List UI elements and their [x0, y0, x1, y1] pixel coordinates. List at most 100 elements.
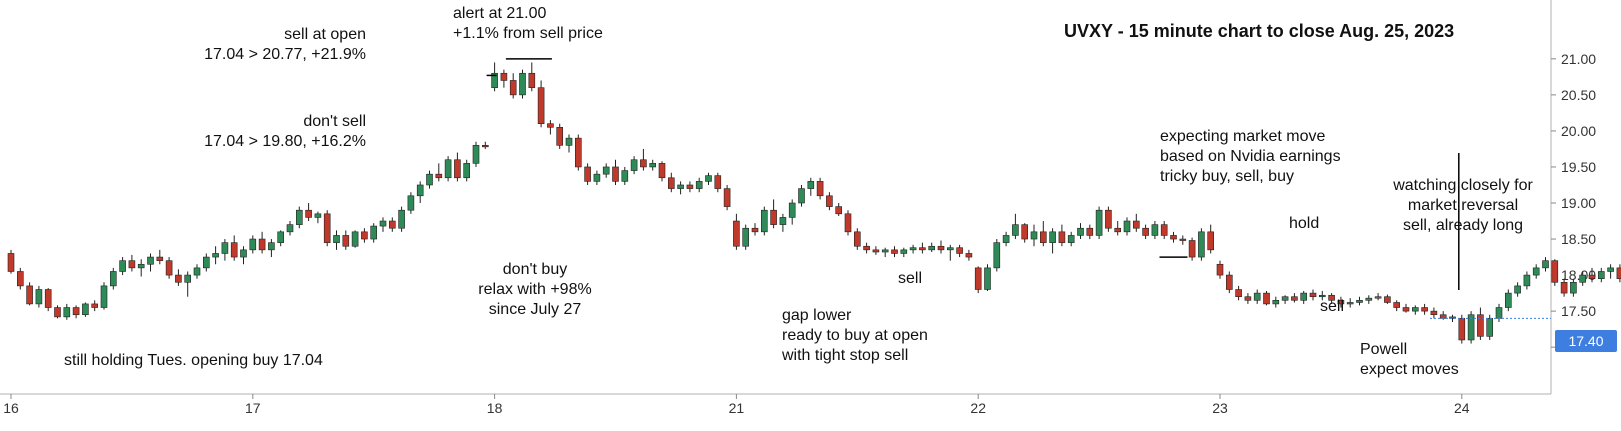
- candle-body: [1142, 227, 1149, 236]
- candle-body: [277, 231, 285, 243]
- candle-body: [770, 209, 777, 225]
- candle-body: [919, 247, 926, 251]
- candle-body: [1244, 296, 1252, 301]
- candle-body: [184, 274, 191, 283]
- candle-body: [993, 242, 1001, 269]
- y-tick-label: 21.00: [1561, 51, 1596, 67]
- candle-body: [695, 181, 703, 189]
- candle-body: [1198, 231, 1205, 258]
- candle-body: [1067, 235, 1075, 243]
- candle-body: [677, 184, 684, 189]
- candle-body: [407, 195, 415, 211]
- candle-body: [1105, 209, 1112, 229]
- candle-body: [1384, 296, 1391, 303]
- candle-body: [872, 249, 880, 253]
- annotation-sell-22: sell: [898, 270, 923, 287]
- candle-body: [853, 231, 861, 247]
- candle-body: [751, 227, 759, 233]
- annotation-alert: alert at 21.00 +1.1% from sell price: [453, 5, 603, 42]
- candle-body: [1133, 220, 1140, 229]
- candle-layer: [7, 62, 1621, 344]
- candle-body: [1532, 267, 1540, 276]
- candle-body: [1077, 227, 1084, 236]
- candle-body: [519, 72, 526, 96]
- candle-body: [175, 274, 182, 283]
- candle-body: [26, 285, 33, 305]
- candle-body: [491, 72, 498, 88]
- candle-body: [686, 184, 694, 189]
- last-price-tag: 17.40: [1555, 330, 1617, 352]
- candle-body: [1514, 285, 1521, 294]
- candle-body: [798, 188, 805, 204]
- annotation-still-holding: still holding Tues. opening buy 17.04: [64, 352, 323, 369]
- candle-body: [1300, 292, 1307, 301]
- candle-body: [454, 159, 461, 179]
- x-tick-label: 16: [3, 400, 19, 416]
- annotation-powell: Powell expect moves: [1360, 341, 1459, 378]
- candle-body: [333, 235, 340, 243]
- candle-body: [1523, 274, 1531, 287]
- candle-body: [16, 271, 24, 287]
- annotation-dont-sell: don't sell 17.04 > 19.80, +16.2%: [204, 113, 366, 150]
- annotation-gap-lower: gap lower ready to buy at open with tigh…: [782, 307, 928, 364]
- candle-body: [1588, 274, 1596, 279]
- candle-body: [1123, 220, 1131, 233]
- candle-body: [1430, 310, 1438, 316]
- candle-body: [137, 263, 145, 269]
- candle-body: [556, 127, 564, 146]
- candle-body: [1616, 267, 1621, 279]
- candle-body: [1365, 297, 1373, 301]
- candle-body: [1281, 296, 1289, 301]
- candle-body: [119, 260, 126, 272]
- candle-body: [370, 225, 378, 240]
- candle-body: [1477, 314, 1484, 337]
- candle-body: [1570, 281, 1577, 294]
- candle-body: [1542, 260, 1549, 269]
- candle-body: [528, 72, 536, 88]
- annotation-hold: hold: [1289, 215, 1320, 232]
- candle-body: [1560, 281, 1568, 294]
- candle-body: [1393, 302, 1400, 308]
- candle-body: [1458, 318, 1466, 341]
- candle-body: [1309, 292, 1317, 298]
- candle-body: [1114, 227, 1121, 233]
- annotation-watching: watching closely for market reversal sel…: [1393, 177, 1533, 234]
- candle-body: [612, 166, 619, 182]
- x-tick-label: 21: [729, 400, 745, 416]
- candle-body: [760, 209, 768, 233]
- candle-body: [388, 220, 396, 229]
- candle-body: [249, 238, 257, 251]
- candle-body: [807, 181, 815, 189]
- candle-body: [909, 247, 917, 251]
- candle-body: [965, 253, 973, 258]
- candle-body: [1188, 240, 1196, 258]
- candle-body: [1328, 294, 1335, 301]
- candle-body: [974, 267, 982, 290]
- candle-body: [649, 163, 657, 168]
- candle-body: [1012, 224, 1019, 236]
- x-tick-label: 24: [1454, 400, 1470, 416]
- candle-body: [1607, 267, 1614, 272]
- candle-body: [742, 227, 750, 247]
- candle-body: [361, 231, 368, 240]
- candle-body: [72, 307, 80, 316]
- y-tick-label: 20.00: [1561, 123, 1596, 139]
- annotation-dont-buy: don't buy relax with +98% since July 27: [478, 261, 592, 318]
- candle-body: [509, 80, 517, 96]
- candle-body: [1551, 260, 1559, 283]
- candle-body: [640, 159, 647, 168]
- candle-body: [203, 256, 210, 269]
- candle-body: [1439, 314, 1447, 319]
- candle-body: [1421, 307, 1428, 312]
- annotation-sell-25: sell: [1320, 298, 1345, 315]
- candle-body: [1272, 300, 1280, 305]
- x-tick-label: 22: [970, 400, 986, 416]
- candle-body: [1226, 274, 1233, 290]
- candle-body: [565, 137, 573, 146]
- candle-body: [398, 209, 405, 229]
- y-tick-label: 19.00: [1561, 195, 1596, 211]
- candle-body: [500, 72, 508, 81]
- candle-body: [1095, 209, 1103, 236]
- y-tick-label: 18.50: [1561, 231, 1596, 247]
